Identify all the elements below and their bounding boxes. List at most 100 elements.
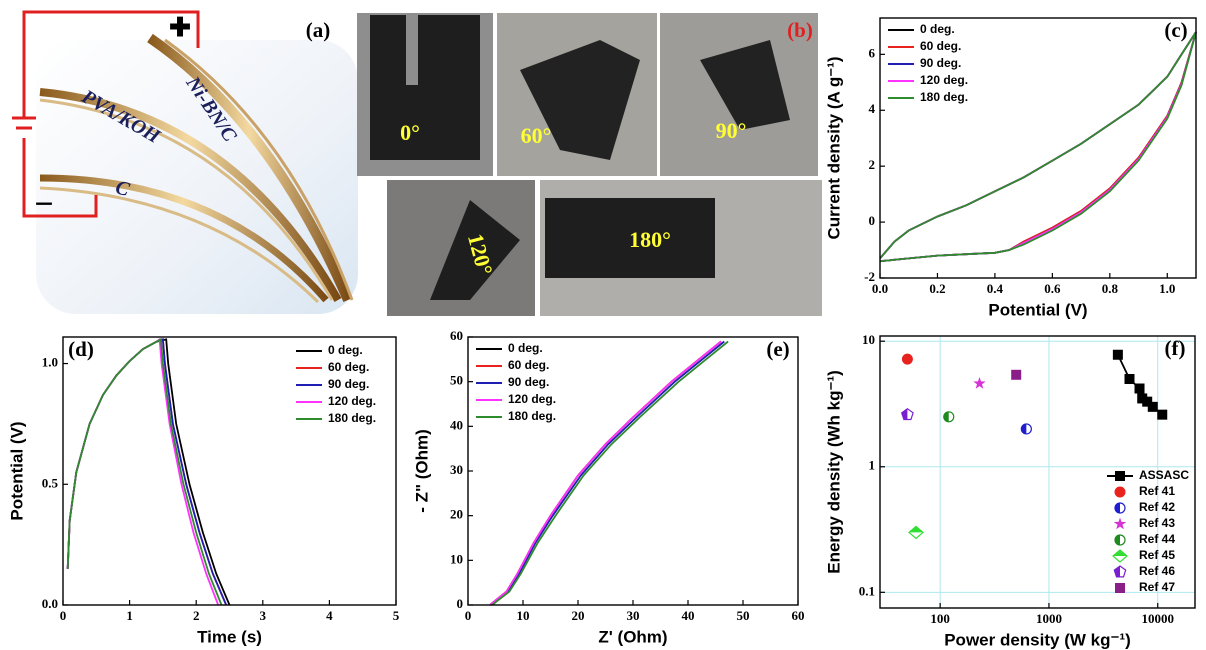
legend-label: 90 deg. bbox=[920, 56, 961, 70]
x-tick-label: 0.4 bbox=[987, 281, 1004, 296]
x-tick-label: 30 bbox=[627, 608, 640, 623]
marker-shape bbox=[902, 354, 912, 364]
marker-shape bbox=[1114, 518, 1126, 530]
legend-label: 0 deg. bbox=[920, 22, 955, 36]
y-tick-label: 10 bbox=[862, 332, 875, 347]
photo-panel: 0° 60° 90° 120° 180° (b) bbox=[357, 13, 822, 316]
marker-shape bbox=[909, 526, 923, 532]
legend-label: 90 deg. bbox=[508, 375, 549, 389]
x-tick-label: 60 bbox=[792, 608, 805, 623]
marker-shape bbox=[1115, 583, 1125, 593]
series-line bbox=[68, 339, 219, 605]
y-tick-label: 0.5 bbox=[42, 475, 59, 490]
y-axis-title: Current density (A g⁻¹) bbox=[824, 56, 843, 239]
marker-shape bbox=[1124, 374, 1134, 384]
x-axis-title: Time (s) bbox=[197, 627, 262, 646]
x-tick-label: 0.6 bbox=[1044, 281, 1061, 296]
panel-label: (e) bbox=[766, 337, 789, 361]
panel-label: (a) bbox=[306, 18, 331, 42]
x-tick-label: 0 bbox=[60, 608, 67, 623]
legend-label: ASSASC bbox=[1139, 468, 1189, 482]
y-tick-label: 60 bbox=[450, 328, 463, 343]
angle-label: 0° bbox=[400, 120, 420, 145]
legend-marker bbox=[1113, 550, 1127, 562]
legend-marker bbox=[1115, 487, 1125, 497]
data-point bbox=[1135, 384, 1145, 394]
data-point bbox=[1124, 374, 1134, 384]
series-line bbox=[68, 339, 230, 605]
y-tick-label: -2 bbox=[864, 269, 875, 284]
y-axis-title: Potential (V) bbox=[7, 421, 26, 520]
data-point bbox=[1157, 410, 1167, 420]
x-tick-label: 100 bbox=[930, 611, 950, 626]
data-point bbox=[1148, 402, 1158, 412]
legend-marker bbox=[1114, 518, 1126, 530]
legend-marker bbox=[1114, 566, 1125, 577]
figure: ✚ − (a) Ni-BN/C PVA/KOH C 0° 60° 90° 120… bbox=[0, 0, 1206, 650]
angle-label: 180° bbox=[629, 227, 671, 252]
x-tick-label: 10000 bbox=[1141, 611, 1174, 626]
marker-shape bbox=[973, 377, 985, 389]
x-tick-label: 20 bbox=[572, 608, 585, 623]
x-tick-label: 0.8 bbox=[1102, 281, 1119, 296]
y-tick-label: 1 bbox=[869, 458, 876, 473]
marker-shape bbox=[1148, 402, 1158, 412]
x-tick-label: 5 bbox=[393, 608, 400, 623]
data-point bbox=[902, 354, 912, 364]
y-axis-title: - Z" (Ohm) bbox=[412, 429, 431, 513]
legend-marker bbox=[1115, 535, 1125, 545]
y-tick-label: 4 bbox=[869, 101, 876, 116]
marker-shape bbox=[1115, 487, 1125, 497]
x-tick-label: 0.2 bbox=[929, 281, 945, 296]
legend-label: Ref 44 bbox=[1139, 532, 1175, 546]
x-axis-title: Power density (W kg⁻¹) bbox=[944, 630, 1131, 649]
data-point bbox=[1011, 370, 1021, 380]
y-tick-label: 0.0 bbox=[42, 596, 58, 611]
data-point bbox=[902, 409, 913, 420]
legend-label: 60 deg. bbox=[920, 39, 961, 53]
y-tick-label: 0 bbox=[457, 596, 464, 611]
legend-label: 90 deg. bbox=[328, 377, 369, 391]
marker-shape bbox=[1011, 370, 1021, 380]
y-axis-title: Energy density (Wh kg⁻¹) bbox=[824, 370, 843, 574]
angle-label: 90° bbox=[716, 118, 747, 143]
legend-marker bbox=[1115, 583, 1125, 593]
x-tick-label: 1.0 bbox=[1159, 281, 1175, 296]
y-tick-label: 0.1 bbox=[859, 583, 875, 598]
data-point bbox=[1113, 350, 1123, 360]
x-tick-label: 3 bbox=[260, 608, 267, 623]
legend-label: 120 deg. bbox=[508, 392, 556, 406]
y-tick-label: 30 bbox=[450, 462, 463, 477]
x-axis-title: Z' (Ohm) bbox=[598, 627, 667, 646]
data-point bbox=[944, 412, 954, 422]
marker-shape bbox=[1115, 471, 1125, 481]
panel-label: (d) bbox=[68, 337, 94, 361]
panel-label: (b) bbox=[787, 18, 813, 42]
y-tick-label: 6 bbox=[869, 45, 876, 60]
x-tick-label: 10 bbox=[517, 608, 530, 623]
marker-shape bbox=[1157, 410, 1167, 420]
marker-shape bbox=[1113, 350, 1123, 360]
x-tick-label: 50 bbox=[737, 608, 750, 623]
legend-label: 180 deg. bbox=[920, 90, 968, 104]
data-point bbox=[973, 377, 985, 389]
plus-sign: ✚ bbox=[169, 13, 191, 42]
legend-label: Ref 47 bbox=[1139, 580, 1175, 594]
y-tick-label: 10 bbox=[450, 551, 463, 566]
panel-label: (f) bbox=[1165, 336, 1186, 360]
sample-cut bbox=[406, 15, 418, 85]
y-tick-label: 40 bbox=[450, 417, 463, 432]
data-point bbox=[1021, 424, 1031, 434]
x-tick-label: 2 bbox=[193, 608, 200, 623]
legend-label: 0 deg. bbox=[508, 341, 543, 355]
marker-shape bbox=[1113, 550, 1127, 556]
legend-label: 180 deg. bbox=[508, 409, 556, 423]
legend-label: 120 deg. bbox=[920, 73, 968, 87]
legend-label: 60 deg. bbox=[508, 358, 549, 372]
data-point bbox=[909, 526, 923, 538]
panel-label: (c) bbox=[1164, 18, 1187, 42]
y-tick-label: 0 bbox=[869, 213, 876, 228]
series-line bbox=[68, 339, 227, 605]
legend-label: Ref 43 bbox=[1139, 516, 1175, 530]
x-tick-label: 1 bbox=[126, 608, 133, 623]
